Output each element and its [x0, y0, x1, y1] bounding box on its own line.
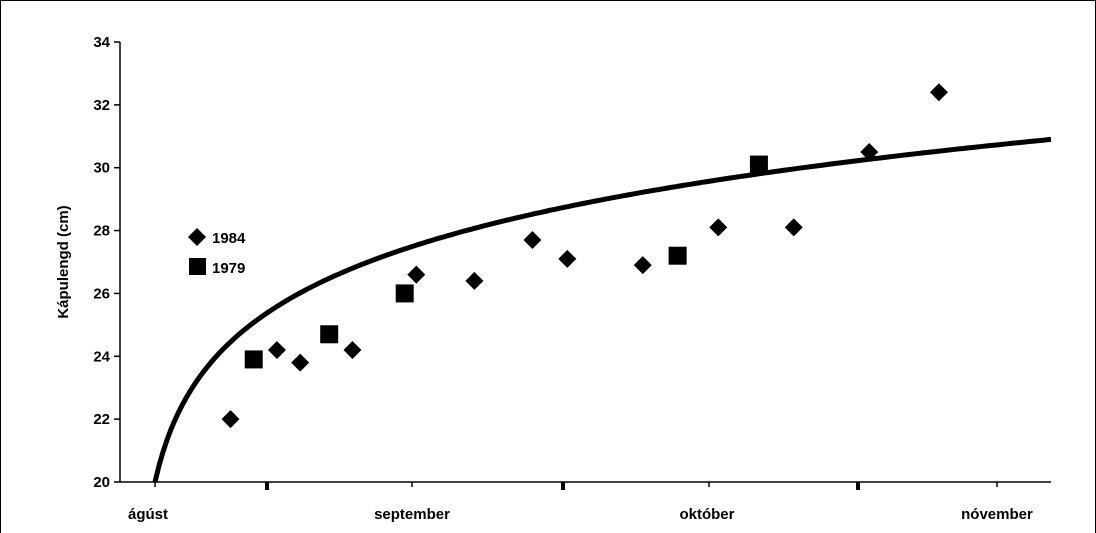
diamond-point-1984: [709, 218, 728, 237]
legend: 1984 1979: [188, 228, 246, 277]
square-point-1979: [749, 155, 768, 174]
axes: [114, 41, 1051, 490]
y-tick-label: 34: [93, 34, 110, 51]
y-tick-label: 28: [93, 223, 110, 240]
diamond-point-1984: [860, 143, 879, 161]
x-tick-label: ágúst: [128, 506, 168, 523]
diamond-point-1984: [291, 353, 310, 372]
legend-label-1984: 1984: [212, 230, 246, 247]
square-point-1979: [320, 325, 339, 344]
y-tick-label: 20: [93, 474, 110, 491]
x-tick-labels: ágúst september október nóvember: [128, 506, 1033, 523]
legend-square-marker: [189, 258, 206, 275]
y-tick-labels: 20 22 24 26 28 30 32 34: [93, 34, 110, 491]
diamond-point-1984: [221, 410, 240, 429]
x-tick-label: nóvember: [961, 506, 1033, 523]
y-axis-title: Kápulengd (cm): [55, 205, 72, 318]
legend-diamond-marker: [188, 228, 206, 246]
x-tick-label: september: [374, 506, 450, 523]
diamond-point-1984: [267, 341, 286, 359]
x-tick-label: október: [679, 506, 734, 523]
diamond-point-1984: [558, 249, 577, 268]
square-point-1979: [244, 350, 263, 369]
diamond-point-1984: [633, 256, 652, 275]
y-tick-label: 30: [93, 160, 110, 177]
data-points: [221, 83, 948, 429]
diamond-point-1984: [465, 271, 484, 290]
y-tick-label: 32: [93, 97, 110, 114]
y-tick-label: 26: [93, 285, 110, 302]
diamond-point-1984: [343, 341, 362, 359]
diamond-point-1984: [523, 231, 542, 249]
trend-line: [152, 136, 1052, 483]
legend-label-1979: 1979: [212, 260, 245, 277]
diamond-point-1984: [929, 83, 948, 102]
y-tick-label: 24: [93, 348, 110, 365]
square-point-1979: [395, 284, 414, 303]
square-point-1979: [668, 246, 687, 265]
diamond-point-1984: [407, 265, 426, 284]
diamond-point-1984: [784, 218, 803, 237]
y-tick-label: 22: [93, 411, 110, 428]
